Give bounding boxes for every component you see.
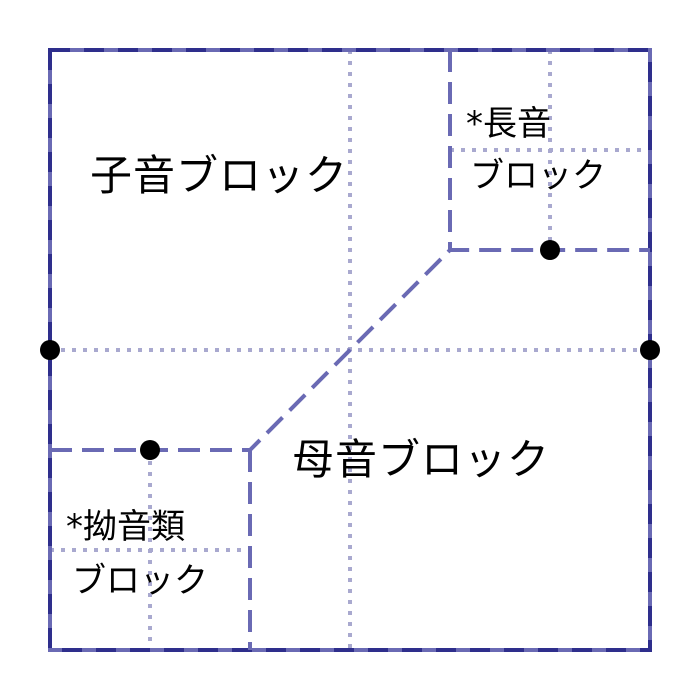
node-youon: [140, 440, 160, 460]
long-vowel-label-line2: ブロック: [470, 156, 606, 196]
long-vowel-label-line1: *長音: [466, 104, 551, 144]
youon-label-line1: *拗音類: [66, 507, 185, 547]
nodes: [40, 240, 660, 460]
node-left: [40, 340, 60, 360]
consonant-block-label: 子音ブロック: [90, 151, 348, 200]
node-right: [640, 340, 660, 360]
youon-label-line2: ブロック: [72, 561, 208, 601]
node-long-vowel: [540, 240, 560, 260]
vowel-block-label: 母音ブロック: [292, 435, 550, 484]
